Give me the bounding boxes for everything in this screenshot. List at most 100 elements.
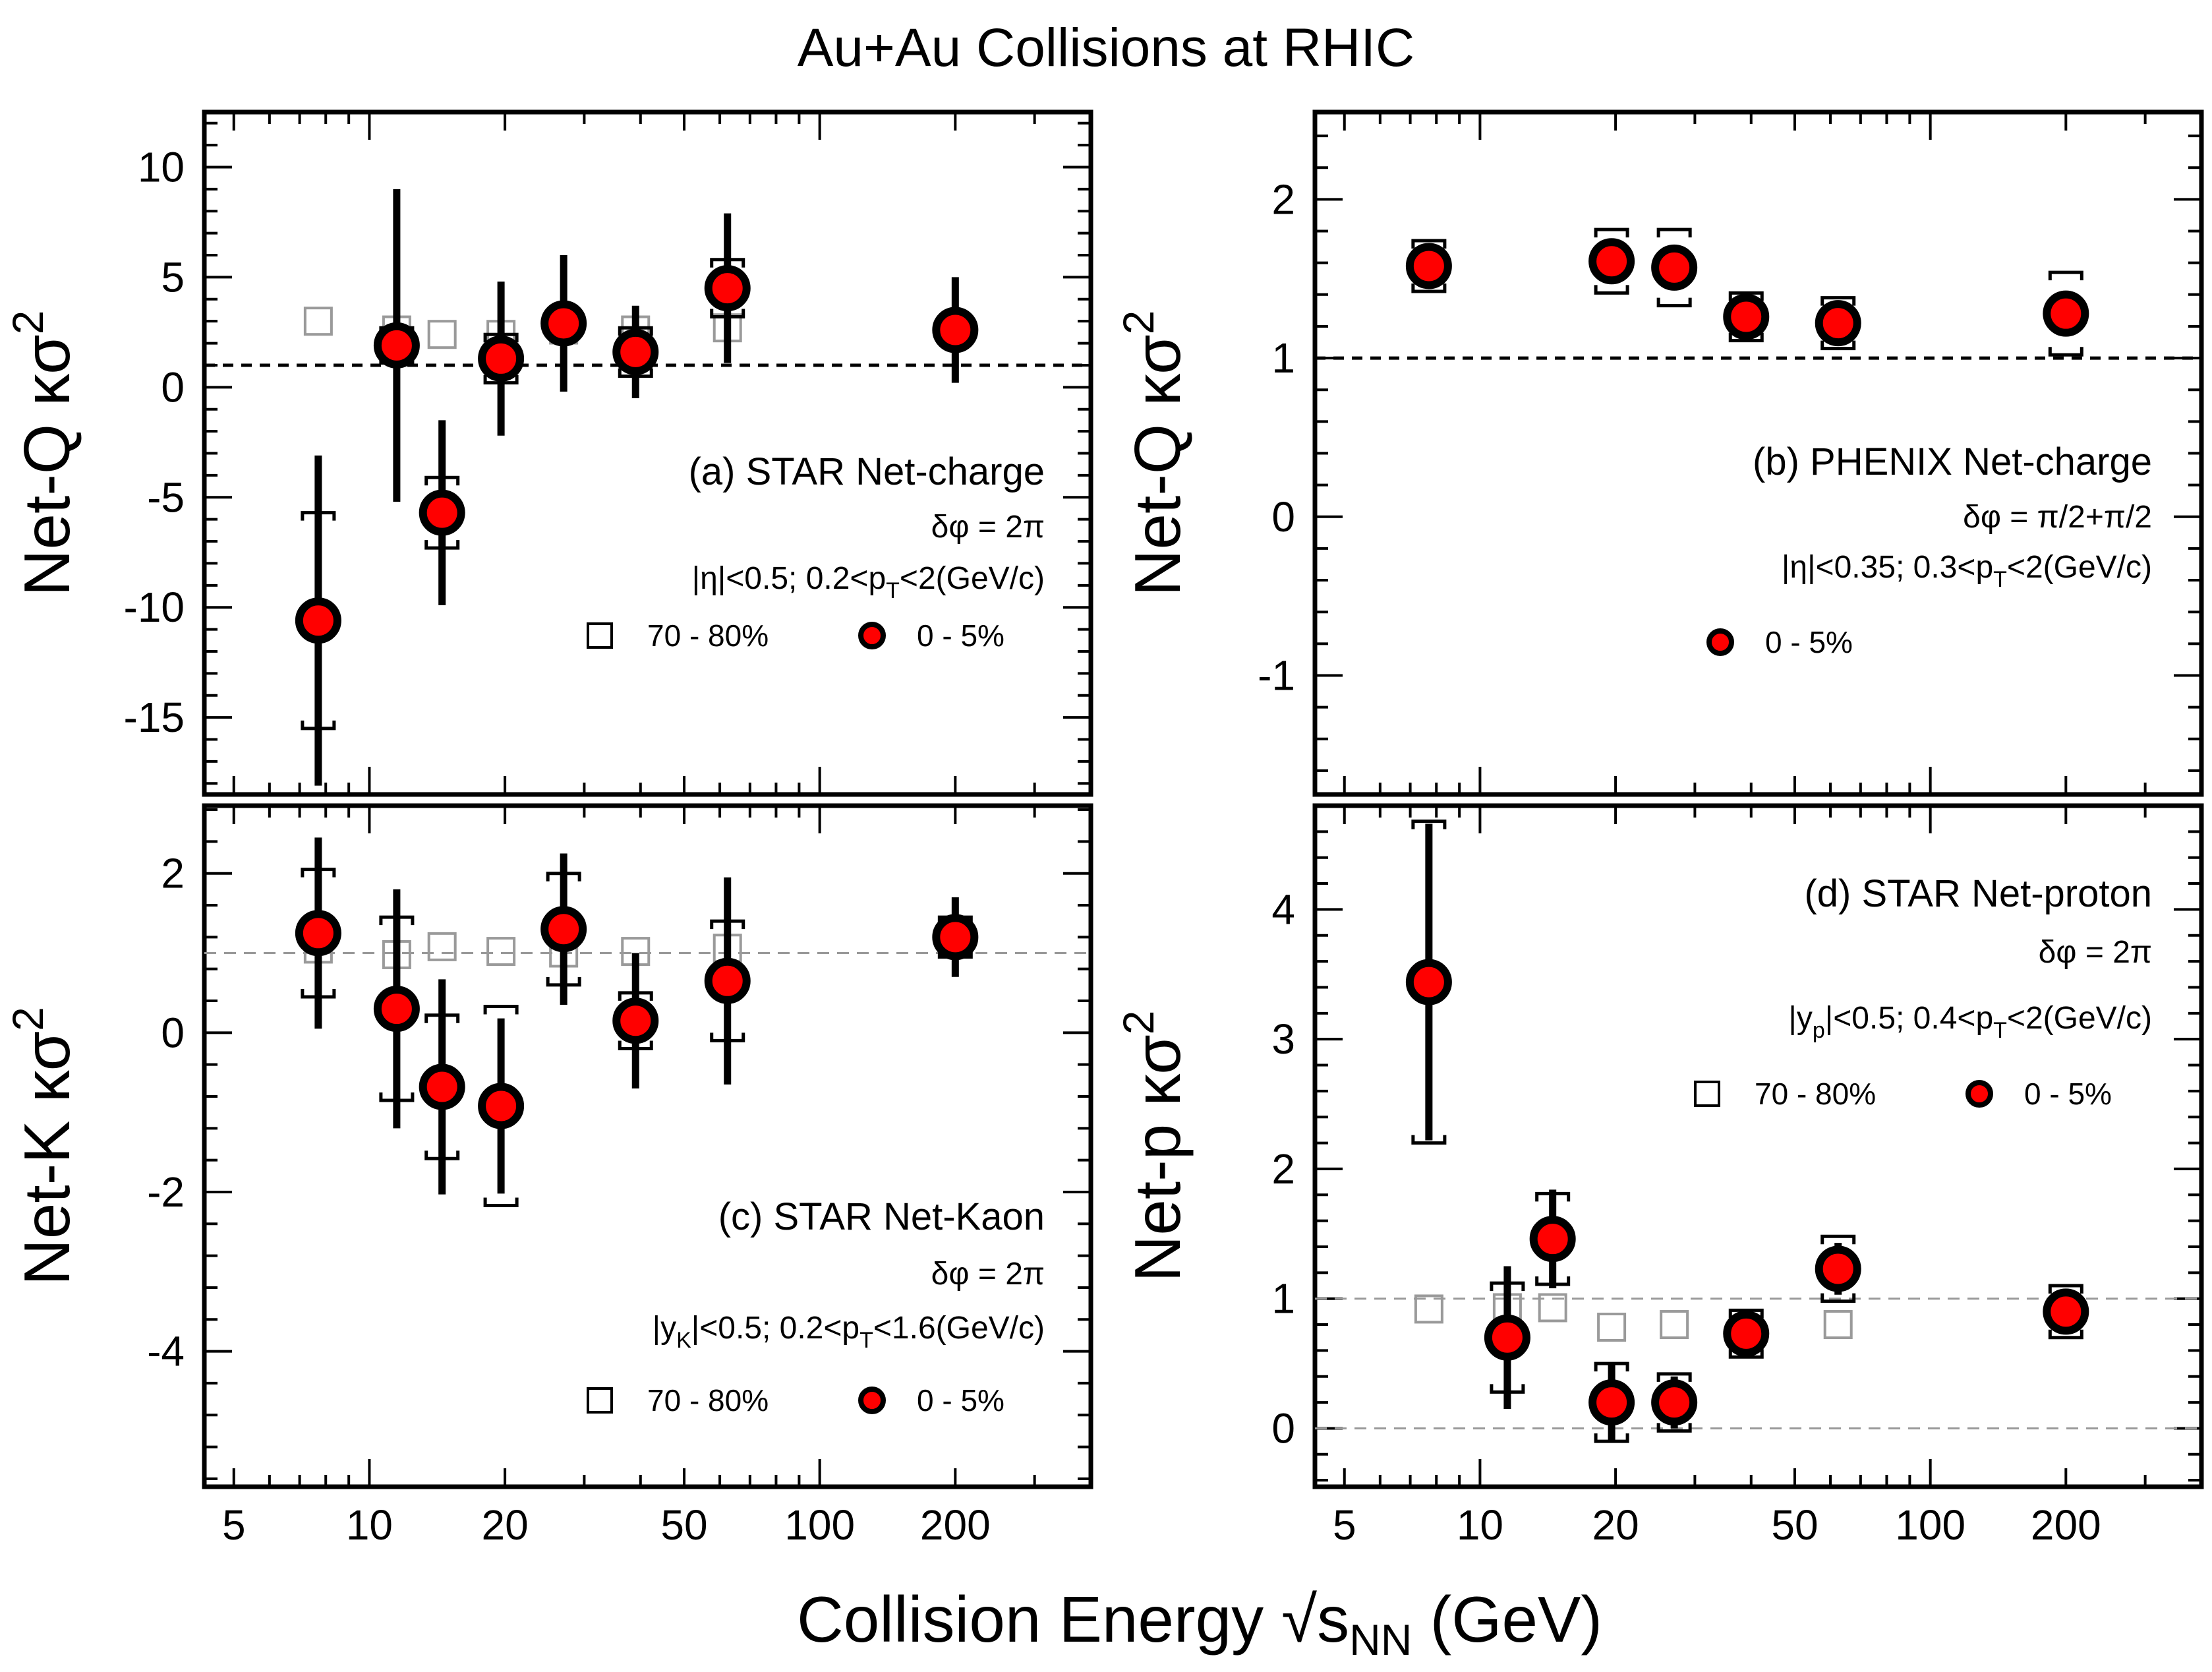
cuts-sub: T bbox=[859, 1328, 873, 1353]
sys-error-bracket bbox=[301, 988, 336, 999]
cuts-part: |y bbox=[1788, 1001, 1812, 1036]
legend-central-label: 0 - 5% bbox=[917, 1383, 1004, 1418]
x-axis-title: Collision Energy √sNN (GeV) bbox=[797, 1583, 1602, 1664]
y-axis-title-pre: Net-p bbox=[1121, 1106, 1194, 1282]
sys-error-bracket bbox=[424, 1013, 460, 1023]
y-axis-title-pre: Net-K bbox=[11, 1102, 83, 1286]
sys-error-bracket bbox=[1535, 1276, 1571, 1286]
legend-central-marker bbox=[1706, 628, 1734, 656]
sys-error-bracket bbox=[483, 374, 519, 385]
sys-error-bracket bbox=[483, 1197, 519, 1208]
x-tick-label: 10 bbox=[346, 1501, 393, 1549]
y-tick-label: 2 bbox=[1271, 1145, 1295, 1193]
y-tick-label: -4 bbox=[147, 1328, 185, 1375]
panel-cuts: |yp|<0.5; 0.4<pT<2(GeV/c) bbox=[1788, 1001, 2152, 1043]
central-point bbox=[295, 597, 341, 644]
central-point bbox=[1405, 959, 1452, 1005]
central-point bbox=[1405, 243, 1452, 289]
sys-error-bracket bbox=[301, 868, 336, 878]
sys-error-bracket bbox=[618, 1040, 653, 1050]
panel-cuts: |η|<0.5; 0.2<pT<2(GeV/c) bbox=[692, 561, 1045, 603]
x-tick-label: 20 bbox=[482, 1501, 529, 1549]
central-point bbox=[1529, 1216, 1576, 1263]
y-tick-label: -15 bbox=[124, 694, 185, 741]
sys-error-bracket bbox=[2048, 1329, 2083, 1340]
legend-peripheral-label: 70 - 80% bbox=[1755, 1077, 1876, 1111]
legend: 70 - 80% 0 - 5% bbox=[587, 618, 1004, 653]
legend-central-marker bbox=[858, 1387, 886, 1414]
sys-error-bracket bbox=[546, 976, 581, 987]
y-tick-label: 0 bbox=[1271, 1404, 1295, 1452]
y-tick-label: 1 bbox=[1271, 334, 1295, 382]
cuts-part: <2(GeV/c) bbox=[2007, 550, 2152, 585]
y-axis-title-pre: Net-Q bbox=[1121, 406, 1194, 597]
x-axis-title-unit: (GeV) bbox=[1412, 1583, 1602, 1656]
legend-central-label: 0 - 5% bbox=[2024, 1077, 2112, 1111]
figure-title: Au+Au Collisions at RHIC bbox=[798, 18, 1415, 78]
sys-error-bracket bbox=[1411, 283, 1447, 293]
central-point bbox=[1815, 1245, 1861, 1292]
y-tick-label: 5 bbox=[161, 253, 185, 301]
legend: 0 - 5% bbox=[1706, 625, 1853, 659]
legend-peripheral-label: 70 - 80% bbox=[647, 1383, 769, 1418]
y-axis-title-kappa-sigma: κσ bbox=[1121, 334, 1194, 405]
central-point bbox=[932, 914, 979, 961]
sys-error-bracket bbox=[301, 720, 336, 731]
sys-error-bracket bbox=[379, 1092, 415, 1102]
y-axis-title: Net-K κσ2 bbox=[3, 1007, 83, 1286]
sys-error-bracket bbox=[1820, 340, 1856, 351]
sys-error-bracket bbox=[1490, 1384, 1525, 1394]
panel-label: (a) STAR Net-charge bbox=[689, 450, 1045, 493]
sys-error-bracket bbox=[1656, 1372, 1692, 1382]
x-tick-label: 50 bbox=[660, 1501, 707, 1549]
sys-error-bracket bbox=[1594, 1361, 1629, 1372]
sys-error-bracket bbox=[1820, 1234, 1856, 1245]
y-axis-title: Net-p κσ2 bbox=[1114, 1011, 1194, 1282]
central-point bbox=[1723, 293, 1770, 340]
peripheral-point bbox=[303, 307, 333, 336]
sys-error-bracket bbox=[2048, 1284, 2083, 1294]
sys-error-bracket bbox=[1656, 297, 1692, 308]
sys-error-bracket bbox=[301, 511, 336, 521]
x-tick-label: 50 bbox=[1771, 1501, 1818, 1549]
central-point bbox=[932, 307, 979, 353]
y-axis-title-pre: Net-Q bbox=[11, 406, 83, 597]
panel-label: (c) STAR Net-Kaon bbox=[718, 1195, 1045, 1238]
sys-error-bracket bbox=[1411, 1135, 1447, 1145]
y-tick-label: 4 bbox=[1271, 885, 1295, 933]
sys-error-bracket bbox=[618, 368, 653, 378]
x-axis-title-main: Collision Energy √s bbox=[797, 1583, 1349, 1656]
central-point bbox=[478, 1083, 525, 1129]
x-tick-label: 200 bbox=[2031, 1501, 2101, 1549]
sys-error-bracket bbox=[483, 332, 519, 343]
central-point bbox=[612, 328, 659, 375]
sys-error-bracket bbox=[424, 540, 460, 550]
legend-peripheral-marker bbox=[1694, 1081, 1720, 1107]
central-point bbox=[1588, 238, 1635, 285]
sys-error-bracket bbox=[1411, 239, 1447, 249]
legend-peripheral-marker bbox=[587, 1387, 613, 1414]
legend-central-label: 0 - 5% bbox=[917, 618, 1004, 653]
x-tick-label: 10 bbox=[1457, 1501, 1503, 1549]
y-axis-title: Net-Q κσ2 bbox=[1114, 311, 1194, 597]
x-tick-label: 200 bbox=[920, 1501, 991, 1549]
sys-error-bracket bbox=[2048, 347, 2083, 357]
y-tick-label: 2 bbox=[161, 850, 185, 897]
panel-frame bbox=[1312, 803, 2204, 1489]
sys-error-bracket bbox=[618, 991, 653, 1001]
panel-frame bbox=[202, 803, 1093, 1489]
sys-error-bracket bbox=[1594, 285, 1629, 295]
sys-error-bracket bbox=[710, 258, 745, 268]
sys-error-bracket bbox=[1490, 1281, 1525, 1292]
sys-error-bracket bbox=[1656, 1423, 1692, 1433]
legend: 70 - 80% 0 - 5% bbox=[1694, 1077, 2112, 1111]
y-tick-label: 0 bbox=[161, 363, 185, 411]
central-point bbox=[612, 998, 659, 1044]
y-tick-label: -10 bbox=[124, 583, 185, 631]
x-tick-labels-right: 5 10 20 50 100 200 bbox=[1333, 1501, 2101, 1549]
peripheral-point bbox=[1597, 1312, 1627, 1342]
legend-peripheral-marker bbox=[587, 622, 613, 649]
